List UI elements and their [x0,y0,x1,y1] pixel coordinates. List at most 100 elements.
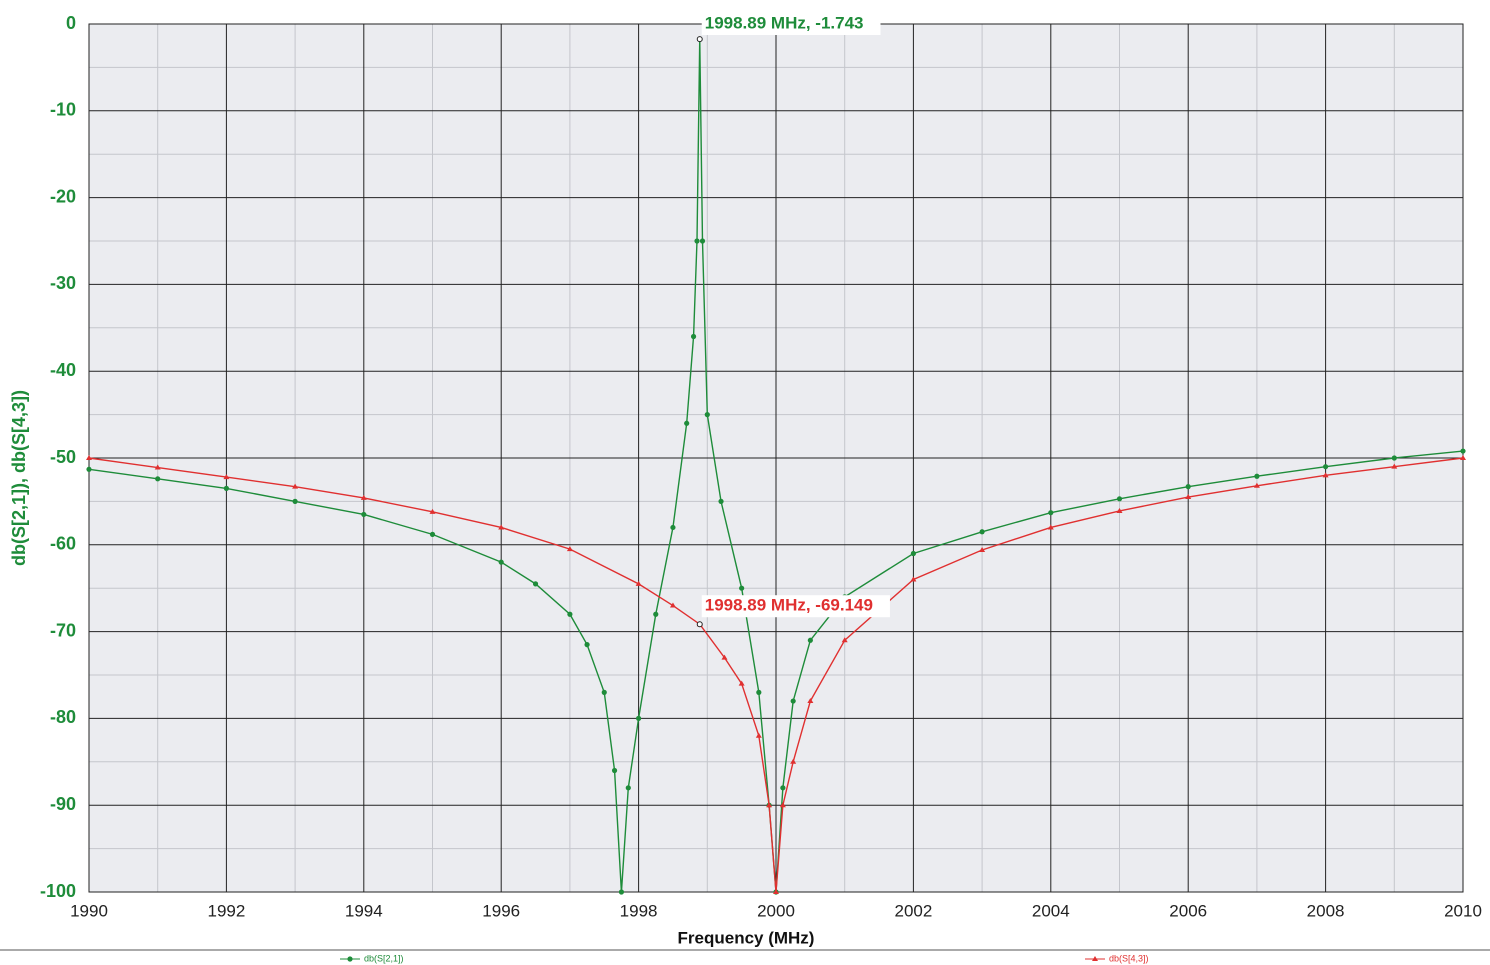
data-point [690,333,697,340]
data-point [498,524,505,530]
y-tick-label: -70 [50,620,76,640]
data-point [292,483,299,489]
data-point [429,531,436,537]
data-point [1460,448,1466,454]
annotation-box [701,13,881,35]
data-point [779,802,786,808]
y-tick-label: -60 [50,534,76,554]
data-point [223,474,230,480]
data-point [1254,473,1260,479]
data-point [1048,510,1054,516]
data-point [635,580,642,586]
x-tick-label: 2010 [1444,901,1482,920]
data-point [532,581,539,587]
data-point [684,420,690,426]
data-point [910,550,917,557]
y-axis-label: db(S[2,1]), db(S[4,3]) [9,390,29,566]
data-point [910,576,917,582]
data-point [1116,507,1123,513]
data-point [1185,484,1191,490]
data-point [694,238,700,244]
data-point [1185,494,1192,500]
data-point [790,758,797,764]
data-point [841,637,848,643]
data-point [567,611,573,617]
data-point [86,466,92,472]
y-tick-label: -30 [50,273,76,293]
data-point [636,715,642,722]
data-point [807,637,813,643]
data-point [154,464,161,470]
data-point [718,498,724,504]
data-point [766,802,773,808]
data-point [86,455,92,460]
x-tick-label: 1996 [482,901,520,920]
x-tick-label: 1998 [620,901,658,920]
data-point [1092,956,1098,961]
y-tick-label: 0 [66,13,76,33]
data-point [807,698,814,704]
data-point [1460,455,1466,460]
data-point [739,585,745,591]
data-point [979,547,986,553]
data-point [653,611,659,617]
data-point [625,785,631,791]
data-point [360,494,367,500]
x-tick-label: 2008 [1307,901,1345,920]
x-tick-label: 2004 [1032,901,1070,920]
data-point [1253,482,1260,488]
data-point [1047,524,1054,530]
legend-label: db(S[2,1]) [364,953,404,963]
legend-label: db(S[4,3]) [1109,953,1149,963]
data-point [721,654,728,660]
annotation-marker [696,621,703,628]
data-point [756,689,762,695]
data-point [669,602,676,608]
data-point [670,524,676,531]
data-point [601,689,607,695]
x-tick-label: 2002 [894,901,932,920]
data-point [618,889,625,895]
data-point [498,559,504,565]
y-tick-label: -10 [50,100,76,120]
data-point [292,498,298,504]
data-point [1116,496,1123,502]
y-tick-label: -20 [50,186,76,206]
data-point [979,529,985,535]
x-tick-label: 2000 [757,901,795,920]
x-tick-label: 1994 [345,901,383,920]
annotation-marker [696,36,703,43]
data-point [1322,472,1329,478]
data-point [566,546,573,552]
y-tick-label: -40 [50,360,76,380]
annotation: 1998.89 MHz, -69.149 [705,596,873,615]
data-point [1391,455,1397,461]
data-point [429,508,436,514]
data-point [223,485,229,491]
data-point [1323,464,1329,470]
data-point [704,412,710,418]
y-tick-label: -80 [50,707,76,727]
y-tick-label: -90 [50,794,76,814]
data-point [611,767,618,774]
y-tick-label: -50 [50,447,76,467]
x-tick-label: 1992 [207,901,245,920]
x-axis-label: Frequency (MHz) [678,928,815,947]
annotation-box [701,595,890,618]
data-point [773,889,779,894]
data-point [1391,463,1398,469]
data-point [738,680,745,686]
x-tick-label: 2006 [1169,901,1207,920]
data-point [790,698,796,704]
data-point [155,476,161,482]
data-point [361,511,367,518]
data-point [780,785,786,791]
y-tick-label: -100 [40,881,76,901]
data-point [699,238,706,244]
data-point [584,642,590,648]
annotation: 1998.89 MHz, -1.743 [705,13,864,32]
data-point [347,956,353,962]
x-tick-label: 1990 [70,901,108,920]
data-point [755,732,762,738]
